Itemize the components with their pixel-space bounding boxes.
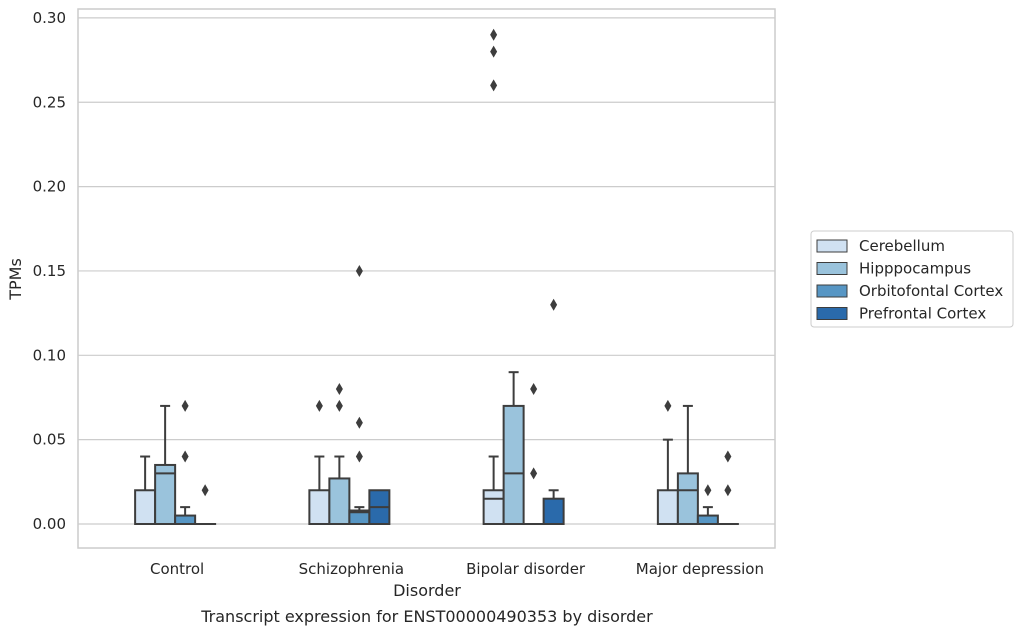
box-0-3: [194, 484, 217, 526]
chart-caption: Transcript expression for ENST0000049035…: [200, 607, 653, 626]
outlier-point: [530, 467, 538, 480]
outlier-point: [355, 450, 363, 463]
box-0-2: [174, 399, 197, 526]
box: [174, 514, 197, 526]
legend-label: Hipppocampus: [859, 260, 971, 278]
box-3-0: [656, 399, 679, 526]
outlier-point: [355, 264, 363, 277]
box: [542, 497, 565, 526]
legend-label: Orbitofontal Cortex: [859, 282, 1003, 300]
x-tick-label: Major depression: [636, 560, 764, 578]
y-tick-label: 0.00: [33, 515, 66, 533]
y-tick-label: 0.10: [33, 346, 66, 364]
box: [656, 489, 679, 526]
grid-lines: [78, 17, 775, 525]
outlier-point: [490, 28, 498, 41]
y-tick-label: 0.15: [33, 262, 66, 280]
box: [308, 489, 331, 526]
legend-label: Cerebellum: [859, 237, 945, 255]
box-1-3: [368, 489, 391, 526]
legend-swatch: [816, 239, 848, 253]
box-1-0: [308, 399, 331, 526]
y-axis-label: TPMs: [6, 258, 25, 301]
box-0-1: [154, 404, 177, 525]
plot-area: [134, 28, 739, 526]
box: [676, 472, 699, 526]
legend-label: Prefrontal Cortex: [859, 305, 986, 323]
box: [482, 489, 505, 526]
box-2-0: [482, 28, 505, 526]
box-2-3: [542, 298, 565, 526]
box: [154, 463, 177, 525]
box-2-1: [502, 371, 525, 525]
legend-swatch: [816, 284, 848, 298]
plot-frame: [77, 8, 776, 549]
outlier-point: [724, 484, 732, 497]
x-axis-ticks: Control Schizophrenia Bipolar disorder Majo…: [150, 560, 764, 578]
box: [502, 404, 525, 525]
y-tick-label: 0.25: [33, 93, 66, 111]
box-1-1: [328, 383, 351, 525]
x-tick-label: Control: [150, 560, 204, 578]
outlier-point: [490, 79, 498, 92]
y-tick-label: 0.05: [33, 431, 66, 449]
box-2-2: [522, 383, 545, 526]
outlier-point: [724, 450, 732, 463]
box-1-2: [348, 264, 371, 525]
x-tick-label: Bipolar disorder: [466, 560, 586, 578]
y-tick-label: 0.30: [33, 9, 66, 27]
x-axis-label: Disorder: [393, 581, 461, 600]
outlier-point: [664, 399, 672, 412]
outlier-point: [335, 383, 343, 396]
legend-frame: [810, 230, 1014, 328]
legend-swatch: [816, 307, 848, 320]
box-3-2: [696, 484, 719, 526]
outlier-point: [530, 383, 538, 396]
legend-swatch: [816, 262, 848, 275]
outlier-point: [704, 484, 712, 497]
outlier-point: [181, 450, 189, 463]
x-tick-label: Schizophrenia: [299, 560, 404, 578]
box-0-0: [134, 455, 157, 526]
outlier-point: [355, 416, 363, 429]
y-axis-ticks: 0.00 0.05 0.10 0.15 0.20 0.25 0.30: [33, 9, 66, 533]
box: [134, 489, 157, 526]
box-3-3: [716, 450, 739, 526]
y-tick-label: 0.20: [33, 178, 66, 196]
legend: Cerebellum Hipppocampus Orbitofontal Corte…: [810, 230, 1014, 328]
outlier-point: [181, 399, 189, 412]
box: [328, 477, 351, 525]
box: [696, 514, 719, 526]
outlier-point: [335, 399, 343, 412]
outlier-point: [315, 399, 323, 412]
outlier-point: [550, 298, 558, 311]
outlier-point: [201, 484, 209, 497]
outlier-point: [490, 45, 498, 58]
box-3-1: [676, 404, 699, 526]
